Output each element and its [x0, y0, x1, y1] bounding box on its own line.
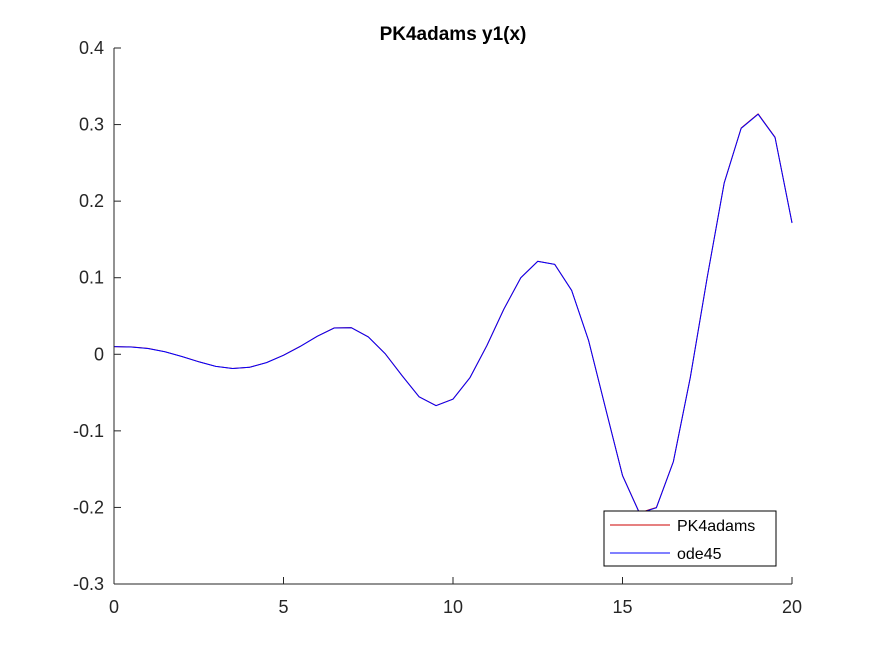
y-tick-label: 0 [94, 344, 104, 364]
x-tick-label: 0 [109, 597, 119, 617]
chart-title: PK4adams y1(x) [380, 24, 527, 45]
x-tick-label: 10 [443, 597, 463, 617]
plot-area [114, 48, 792, 584]
legend-label-ode45: ode45 [677, 546, 722, 563]
y-tick-label: 0.2 [79, 191, 104, 211]
x-tick-label: 15 [612, 597, 632, 617]
legend-label-pk4adams: PK4adams [677, 518, 755, 535]
y-tick-label: -0.1 [73, 421, 104, 441]
y-tick-label: -0.2 [73, 497, 104, 517]
y-tick-label: 0.1 [79, 268, 104, 288]
x-tick-label: 5 [278, 597, 288, 617]
legend: PK4adams ode45 [604, 511, 776, 566]
y-tick-label: 0.3 [79, 115, 104, 135]
y-tick-label: -0.3 [73, 574, 104, 594]
x-tick-label: 20 [782, 597, 802, 617]
y-tick-label: 0.4 [79, 38, 104, 58]
